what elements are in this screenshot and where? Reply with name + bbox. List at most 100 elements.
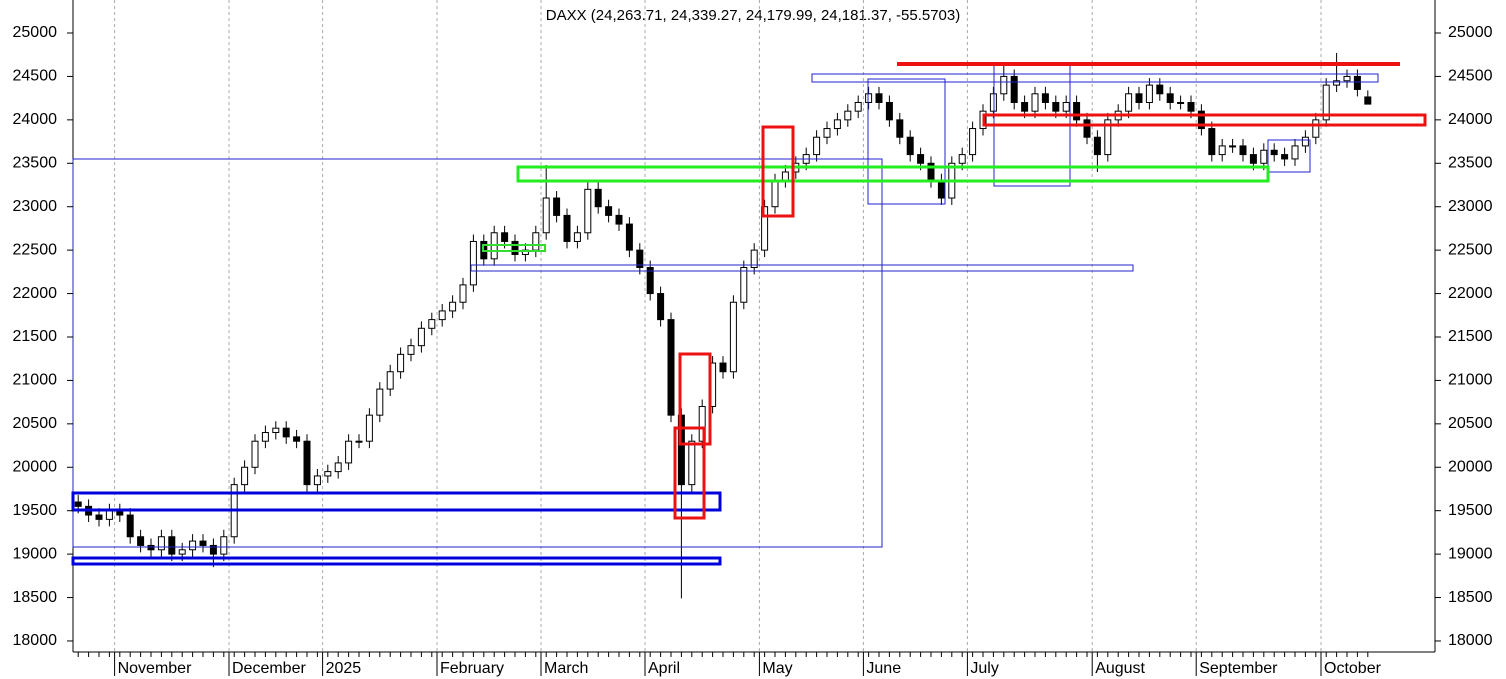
candle-body [1031, 93, 1039, 112]
y-tick-label: 25000 [13, 24, 58, 41]
y-tick-label: 22500 [13, 241, 58, 258]
y-tick-label: 21500 [13, 328, 58, 345]
grid [114, 0, 1322, 652]
candle-body [563, 214, 571, 242]
candle-body [740, 267, 748, 303]
candle-body [324, 471, 332, 477]
candle-body [1135, 93, 1143, 103]
candle-body [282, 427, 290, 438]
green-zone [482, 244, 546, 252]
chart-title: DAXX (24,263.71, 24,339.27, 24,179.99, 2… [546, 7, 961, 24]
y-tick-label: 21500 [1448, 328, 1493, 345]
candle-body [417, 327, 425, 347]
candle-body [969, 128, 977, 156]
y-tick-label: 23500 [1448, 155, 1493, 172]
zone-box [811, 73, 1379, 83]
candle-body [657, 293, 665, 321]
candle-body [1052, 101, 1060, 112]
y-tick-label: 24000 [13, 111, 58, 128]
candle-body [334, 462, 342, 473]
red-box [761, 125, 795, 218]
y-tick-label: 19000 [13, 545, 58, 562]
y-tick-label: 24500 [1448, 68, 1493, 85]
y-tick-label: 19500 [1448, 502, 1493, 519]
candle-body [594, 188, 602, 208]
candle-body [95, 514, 103, 520]
candle-body [355, 440, 363, 443]
x-tick-label: March [544, 660, 588, 677]
candle-body [771, 180, 779, 208]
candle-body [1322, 84, 1330, 121]
candle-body [293, 436, 301, 442]
range-box [72, 158, 883, 548]
candle-body [1000, 75, 1008, 95]
candle-body [1239, 145, 1247, 156]
candle-body [1145, 84, 1153, 103]
y-tick-label: 21000 [13, 372, 58, 389]
candle-body [885, 101, 893, 121]
x-tick-label: October [1324, 660, 1382, 677]
candle-body [1197, 110, 1205, 130]
candle-body [833, 119, 841, 130]
candle-body [906, 136, 914, 156]
candle-body [501, 232, 509, 242]
candle-body [1041, 93, 1049, 103]
candle-body [781, 171, 789, 182]
candle-body [532, 232, 540, 251]
candle-body [729, 301, 737, 373]
candle-body [937, 180, 945, 199]
candle-body [1291, 145, 1299, 160]
candle-body [168, 536, 176, 555]
candle-body [74, 501, 82, 507]
candle-body [688, 440, 696, 486]
candle-body [719, 362, 727, 373]
candle-body [823, 128, 831, 138]
y-tick-label: 18000 [13, 632, 58, 649]
y-tick-label: 23500 [13, 155, 58, 172]
candle-body [1166, 93, 1174, 103]
zone-box [1267, 139, 1311, 173]
candle-body [750, 249, 758, 269]
candle-body [511, 240, 519, 255]
candle-body [137, 536, 145, 546]
y-tick-label: 18500 [13, 589, 58, 606]
candle-body [667, 319, 675, 416]
x-tick-label: August [1095, 660, 1145, 677]
x-tick-label: November [118, 660, 192, 677]
candle-body [178, 549, 186, 555]
y-tick-label: 22500 [1448, 241, 1493, 258]
candle-body [407, 345, 415, 355]
x-tick-label: 2025 [326, 660, 362, 677]
candle-body [147, 544, 155, 551]
candle-body [584, 188, 592, 234]
y-tick-label: 24500 [13, 68, 58, 85]
candle-body [261, 432, 269, 442]
candle-body [313, 475, 321, 486]
zone-box [867, 78, 946, 205]
candle-body [761, 206, 769, 251]
y-tick-label: 24000 [1448, 111, 1493, 128]
candle-body [625, 223, 633, 251]
candle-body [1073, 101, 1081, 121]
x-tick-label: September [1199, 660, 1278, 677]
candle-body [646, 267, 654, 295]
candle-body [698, 405, 706, 442]
candle-body [126, 514, 134, 538]
candle-body [469, 240, 477, 286]
red-box [673, 426, 706, 520]
candle-body [1229, 145, 1237, 148]
candle-body [1062, 101, 1070, 112]
candle-body [1301, 136, 1309, 147]
candle-body [345, 440, 353, 464]
candle-body [365, 414, 373, 442]
candle-body [1343, 75, 1351, 82]
candle-body [376, 388, 384, 416]
candle-body [1010, 75, 1018, 103]
y-tick-label: 25000 [1448, 24, 1493, 41]
y-tick-label: 22000 [1448, 285, 1493, 302]
candle-body [1208, 128, 1216, 156]
candle-body [1156, 84, 1164, 95]
candle-body [917, 154, 925, 164]
